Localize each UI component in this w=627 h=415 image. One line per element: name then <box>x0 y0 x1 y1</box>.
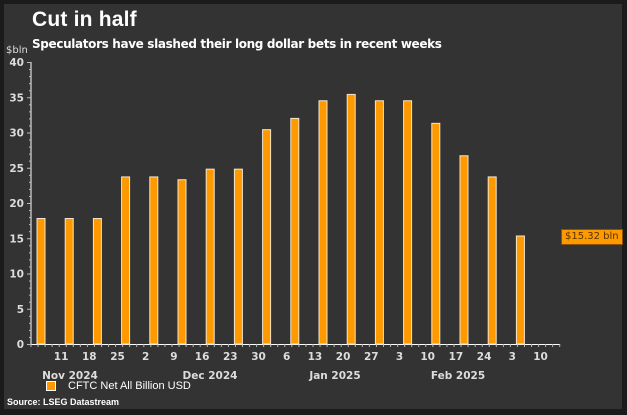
x-tick-label: 20 <box>336 351 351 363</box>
bar <box>177 179 187 345</box>
chart-subtitle: Speculators have slashed their long doll… <box>32 37 442 51</box>
bar <box>64 218 74 345</box>
bar <box>459 155 469 345</box>
y-axis: 0 5 10 15 20 25 30 35 40 <box>9 57 32 351</box>
bar <box>403 100 413 345</box>
y-tick-label: 10 <box>9 269 24 281</box>
bar <box>318 100 328 345</box>
y-tick-label: 5 <box>17 304 24 316</box>
x-tick-label: 25 <box>110 351 125 363</box>
y-axis-unit-label: $bln <box>6 45 28 56</box>
bar <box>515 235 525 345</box>
x-tick-label: 6 <box>283 351 290 363</box>
bar <box>92 218 102 345</box>
legend: CFTC Net All Billion USD <box>46 380 191 392</box>
bars <box>36 93 525 345</box>
x-tick-label: 24 <box>477 351 492 363</box>
x-month-label: Dec 2024 <box>183 370 238 382</box>
bar <box>290 117 300 345</box>
bar <box>205 168 215 345</box>
chart-title: Cut in half <box>32 8 137 31</box>
x-tick-label: 3 <box>509 351 516 363</box>
x-tick-label: 18 <box>82 351 97 363</box>
bar <box>121 176 131 345</box>
bar <box>233 168 243 345</box>
x-tick-label: 9 <box>170 351 177 363</box>
bar <box>374 100 384 345</box>
y-tick-label: 15 <box>9 233 24 245</box>
x-tick-label: 16 <box>195 351 210 363</box>
x-tick-label: 23 <box>223 351 238 363</box>
x-tick-label: 30 <box>251 351 266 363</box>
y-tick-label: 30 <box>9 128 24 140</box>
source-note: Source: LSEG Datastream <box>7 397 120 407</box>
x-tick-label: 17 <box>449 351 464 363</box>
x-tick-label: 13 <box>308 351 323 363</box>
y-tick-label: 40 <box>9 57 24 69</box>
bar <box>36 218 46 345</box>
x-tick-label: 10 <box>420 351 435 363</box>
x-tick-label: 11 <box>54 351 69 363</box>
x-tick-label: 3 <box>396 351 403 363</box>
legend-swatch <box>46 381 56 391</box>
last-value-label: $15.32 bln <box>561 229 623 245</box>
bar <box>431 122 441 345</box>
y-tick-label: 35 <box>9 92 24 104</box>
x-tick-label: 10 <box>533 351 548 363</box>
bar <box>149 176 159 345</box>
bar <box>262 129 272 345</box>
bar <box>346 93 356 345</box>
bar <box>487 176 497 345</box>
x-month-label: Jan 2025 <box>308 370 360 382</box>
x-tick-label: 2 <box>142 351 149 363</box>
y-tick-label: 25 <box>9 163 24 175</box>
x-axis: 11 18 25 2 9 16 23 30 6 13 20 27 3 10 17 24 3 10 Nov 2024 D… <box>30 344 561 382</box>
x-tick-label: 27 <box>364 351 379 363</box>
y-tick-label: 0 <box>17 339 24 351</box>
x-month-label: Feb 2025 <box>431 370 485 382</box>
legend-label: CFTC Net All Billion USD <box>68 380 191 392</box>
y-tick-label: 20 <box>9 198 24 210</box>
x-month-label: Nov 2024 <box>42 370 98 382</box>
